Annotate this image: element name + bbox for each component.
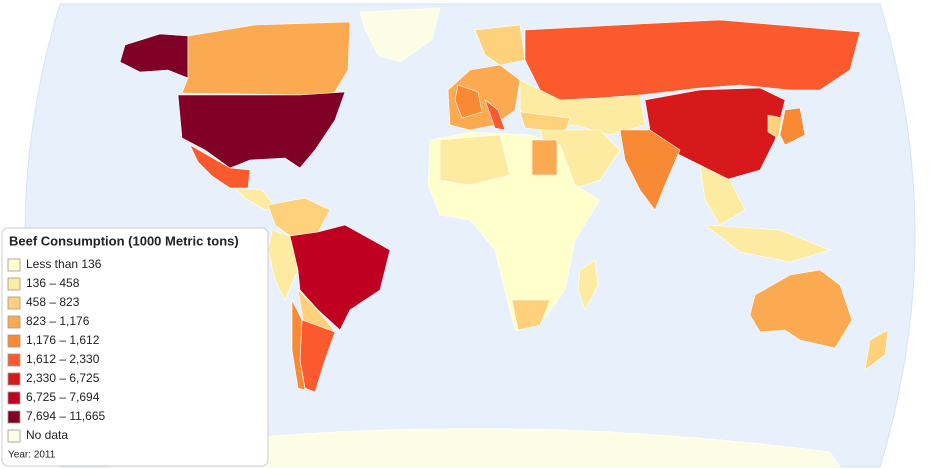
- legend-swatch: [7, 391, 21, 405]
- legend-swatch: [7, 334, 21, 348]
- legend: Beef Consumption (1000 Metric tons) Less…: [1, 227, 269, 467]
- brazil: [289, 224, 391, 331]
- legend-swatch: [7, 372, 21, 386]
- india: [619, 129, 681, 211]
- new-zealand: [864, 329, 889, 371]
- madagascar: [577, 259, 599, 311]
- legend-label: 7,694 – 11,665: [26, 409, 106, 423]
- legend-swatch: [7, 296, 21, 310]
- legend-title: Beef Consumption (1000 Metric tons): [9, 233, 239, 248]
- note: Year: 2011: [8, 450, 56, 461]
- legend-label: 6,725 – 7,694: [26, 390, 100, 404]
- italy: [484, 99, 506, 131]
- legend-swatch: [7, 410, 21, 424]
- egypt: [531, 139, 558, 176]
- alaska: [119, 33, 189, 79]
- legend-swatch: [7, 429, 21, 443]
- legend-label: 458 – 823: [26, 295, 80, 309]
- legend-label: 2,330 – 6,725: [26, 371, 100, 385]
- russia: [524, 19, 861, 101]
- legend-swatch: [7, 353, 21, 367]
- legend-label: 1,176 – 1,612: [26, 333, 100, 347]
- japan: [779, 107, 806, 146]
- korea: [767, 114, 783, 139]
- indonesia: [704, 224, 831, 263]
- scandinavia: [474, 24, 526, 66]
- south-africa: [511, 299, 551, 331]
- legend-swatch: [7, 277, 21, 291]
- legend-label: 823 – 1,176: [26, 314, 90, 328]
- france: [454, 84, 483, 119]
- southeast-asia: [699, 164, 746, 226]
- canada: [181, 21, 351, 101]
- legend-swatch: [7, 258, 21, 272]
- legend-swatch: [7, 315, 21, 329]
- legend-label: 136 – 458: [26, 276, 80, 290]
- greenland: [359, 7, 441, 63]
- legend-label: No data: [26, 428, 68, 442]
- australia: [749, 269, 853, 349]
- north-africa: [439, 134, 511, 186]
- usa: [177, 91, 346, 169]
- legend-box: [1, 227, 269, 467]
- legend-items: Less than 136 136 – 458 458 – 823 823 – 1,1…: [7, 257, 106, 443]
- legend-label: Less than 136: [26, 257, 102, 271]
- countries: [109, 7, 889, 468]
- legend-label: 1,612 – 2,330: [26, 352, 100, 366]
- chile: [291, 299, 306, 391]
